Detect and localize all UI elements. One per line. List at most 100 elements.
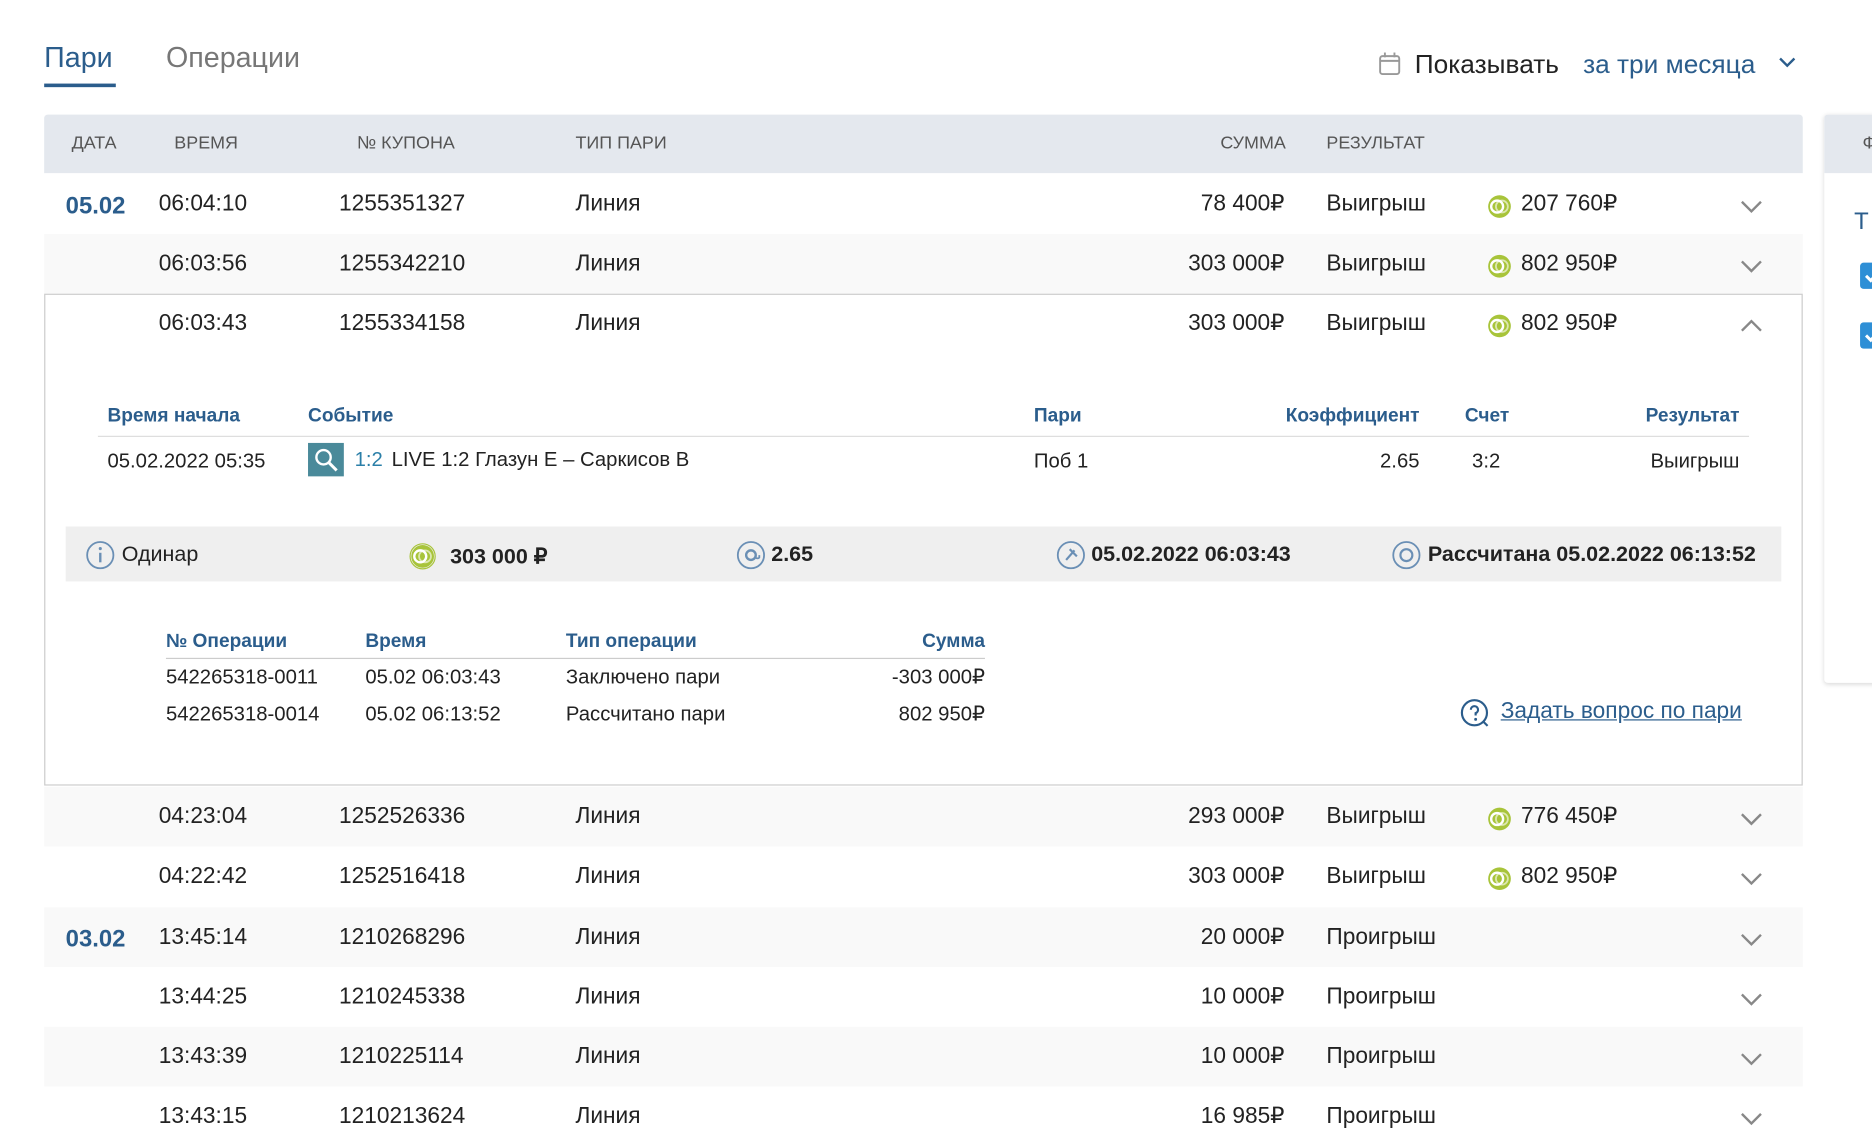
row[interactable] — [44, 1086, 1803, 1143]
coin-icon — [1488, 254, 1511, 278]
row-time: 04:22:42 — [158, 864, 248, 890]
operation-cell: 542265318-0011 — [165, 665, 318, 689]
coin-icon — [1488, 314, 1511, 338]
question-link[interactable]: Задать вопрос по пари — [1500, 699, 1742, 725]
operation-cell: -303 000₽ — [891, 665, 985, 689]
row-time: 13:45:14 — [158, 924, 248, 950]
operation-cell: 05.02 06:13:52 — [365, 702, 501, 725]
operation-header: № Операции — [165, 631, 288, 652]
column-header: ВРЕМЯ — [174, 133, 238, 154]
side-panel-header — [1824, 114, 1872, 174]
row-payout: 776 450₽ — [1521, 804, 1618, 830]
operation-cell: 542265318-0014 — [165, 702, 320, 725]
tab: Операции — [165, 41, 300, 75]
row-coupon: 1210245338 — [339, 984, 466, 1010]
chevron-down[interactable] — [1741, 993, 1762, 1006]
row-type: Линия — [575, 984, 641, 1010]
row-amount: 78 400₽ — [1200, 191, 1285, 217]
row-result: Выигрыш — [1326, 864, 1426, 890]
event-header: Пари — [1033, 405, 1082, 427]
row-coupon: 1255334158 — [339, 311, 466, 337]
operation-cell: 05.02 06:03:43 — [365, 665, 501, 689]
chevron-down[interactable] — [1741, 933, 1762, 946]
row-amount: 16 985₽ — [1200, 1104, 1285, 1130]
event-name: LIVE 1:2 Глазун Е – Саркисов В — [391, 448, 690, 471]
chevron-down[interactable] — [1741, 1053, 1762, 1066]
summary-stake: 303 000 ₽ — [450, 544, 548, 569]
operation-header: Время — [365, 631, 427, 652]
divider — [165, 657, 985, 660]
event-header: Счет — [1464, 405, 1510, 427]
summary-kind: Одинар — [121, 542, 199, 566]
operation-cell: 802 950₽ — [898, 702, 985, 725]
row-time: 13:43:39 — [158, 1044, 248, 1070]
summary-icon — [736, 541, 765, 570]
operation-cell: Заключено пари — [565, 665, 721, 689]
row-amount: 10 000₽ — [1200, 1044, 1285, 1070]
row-time: 13:44:25 — [158, 984, 248, 1010]
column-header: ТИП ПАРИ — [575, 133, 667, 154]
row-payout: 802 950₽ — [1521, 864, 1618, 890]
operation-header: Тип операции — [565, 631, 697, 652]
summary-bar — [65, 526, 1782, 582]
chevron-up[interactable] — [1741, 319, 1762, 332]
row-type: Линия — [575, 924, 641, 950]
summary-placed: 05.02.2022 06:03:43 — [1091, 542, 1291, 566]
event-live-score: 1:2 — [354, 448, 383, 471]
row-amount: 293 000₽ — [1188, 804, 1285, 830]
chevron-down[interactable] — [1741, 260, 1762, 273]
column-header: СУММА — [1220, 133, 1286, 154]
row-result: Проигрыш — [1326, 1044, 1437, 1070]
checkbox — [1860, 322, 1872, 349]
event-header: Событие — [308, 405, 394, 427]
row[interactable] — [44, 906, 1803, 967]
row-type: Линия — [575, 1044, 641, 1070]
chevron-down[interactable] — [1741, 873, 1762, 886]
summary-settled: Рассчитана 05.02.2022 06:13:52 — [1427, 542, 1756, 566]
row-time: 04:23:04 — [158, 804, 248, 830]
row-coupon: 1255342210 — [339, 251, 466, 277]
row-coupon: 1252516418 — [339, 864, 466, 890]
row-time: 13:43:15 — [158, 1104, 248, 1130]
side-panel-header-text: Ф — [1862, 134, 1872, 152]
coin-icon — [1488, 807, 1511, 831]
row-type: Линия — [575, 311, 641, 337]
chevron-down[interactable] — [1741, 813, 1762, 826]
chevron-down[interactable] — [1741, 200, 1762, 214]
table-header — [44, 114, 1803, 174]
event-bet: Поб 1 — [1033, 449, 1089, 473]
row-coupon: 1210268296 — [339, 924, 466, 950]
side-panel-label: Т — [1854, 208, 1869, 236]
summary-icon — [86, 541, 115, 570]
column-header: ДАТА — [71, 133, 117, 154]
row[interactable] — [44, 1026, 1803, 1087]
summary-coef: 2.65 — [771, 542, 814, 566]
operation-header: Сумма — [922, 631, 985, 652]
row-time: 06:04:10 — [158, 191, 248, 217]
event-header: Коэффициент — [1285, 405, 1420, 427]
sport-icon — [308, 442, 344, 477]
coin-icon — [411, 545, 434, 568]
row-amount: 303 000₽ — [1188, 311, 1285, 337]
chevron-down[interactable] — [1741, 1113, 1762, 1126]
coin-icon — [1488, 867, 1511, 891]
divider — [97, 435, 1750, 437]
event-header: Результат — [1645, 405, 1740, 427]
row-type: Линия — [575, 191, 641, 217]
row-type: Линия — [575, 804, 641, 830]
filter-period[interactable]: за три месяца — [1583, 48, 1756, 79]
row-coupon: 1252526336 — [339, 804, 466, 830]
row-coupon: 1210213624 — [339, 1104, 466, 1130]
event-result: Выигрыш — [1650, 449, 1740, 473]
row-date: 03.02 — [65, 925, 126, 953]
event-start: 05.02.2022 05:35 — [107, 449, 266, 473]
coin-icon — [1488, 195, 1511, 218]
summary-icon — [1056, 541, 1085, 570]
row[interactable] — [44, 966, 1803, 1027]
row-result: Выигрыш — [1326, 191, 1426, 217]
row-payout: 802 950₽ — [1521, 251, 1618, 277]
calendar-icon — [1379, 52, 1401, 75]
row-coupon: 1255351327 — [339, 191, 466, 217]
column-header: № КУПОНА — [356, 133, 455, 154]
